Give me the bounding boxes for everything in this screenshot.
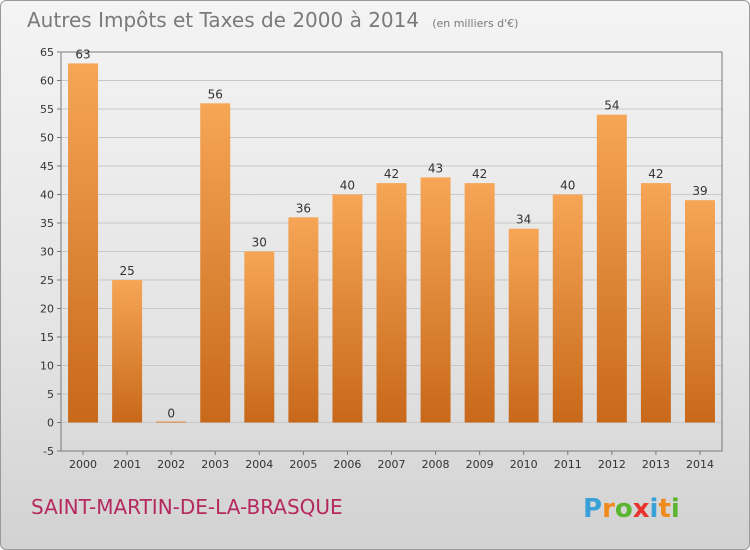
y-tick-label: 40 bbox=[40, 189, 54, 202]
x-tick-label: 2009 bbox=[466, 458, 494, 471]
bar-value-label: 63 bbox=[75, 47, 90, 61]
x-tick-label: 2006 bbox=[333, 458, 361, 471]
y-tick-label: 25 bbox=[40, 274, 54, 287]
y-tick-label: 65 bbox=[40, 46, 54, 59]
commune-name: SAINT-MARTIN-DE-LA-BRASQUE bbox=[31, 495, 343, 519]
bar-2014 bbox=[684, 200, 715, 423]
y-tick-label: 5 bbox=[47, 388, 54, 401]
bar-value-label: 56 bbox=[208, 87, 223, 101]
x-tick-label: 2000 bbox=[69, 458, 97, 471]
logo-letter: o bbox=[615, 494, 633, 524]
bar-2006 bbox=[332, 194, 363, 423]
y-tick-label: 10 bbox=[40, 360, 54, 373]
bar-2007 bbox=[376, 183, 407, 423]
logo-letter: P bbox=[583, 494, 602, 524]
y-tick-label: 0 bbox=[47, 417, 54, 430]
bar-value-label: 0 bbox=[167, 407, 175, 421]
bar-value-label: 34 bbox=[516, 213, 531, 227]
bar-2008 bbox=[420, 177, 451, 423]
logo-letter: i bbox=[671, 494, 680, 524]
bar-2012 bbox=[596, 114, 627, 423]
bars: 63 25 0 56 30 36 40 42 43 42 34 40 54 42 39 bbox=[68, 47, 715, 423]
bar-value-label: 39 bbox=[692, 184, 707, 198]
x-tick-label: 2004 bbox=[245, 458, 273, 471]
x-tick-label: 2003 bbox=[201, 458, 229, 471]
bar-2004 bbox=[244, 251, 275, 423]
x-tick-label: 2013 bbox=[642, 458, 670, 471]
bar-2003 bbox=[200, 103, 231, 423]
bar-value-label: 36 bbox=[296, 201, 311, 215]
bar-value-label: 42 bbox=[384, 167, 399, 181]
logo-letter: x bbox=[633, 494, 650, 524]
x-axis: 2000 2001 2002 2003 2004 2005 2006 2007 2008 2009… bbox=[69, 451, 714, 471]
bar-2005 bbox=[288, 217, 319, 423]
bar-value-label: 42 bbox=[648, 167, 663, 181]
y-tick-label: 15 bbox=[40, 331, 54, 344]
y-tick-label: 35 bbox=[40, 217, 54, 230]
y-tick-label: -5 bbox=[43, 445, 54, 458]
bar-value-label: 40 bbox=[340, 179, 355, 193]
proxiti-logo: Proxiti bbox=[583, 494, 680, 524]
x-tick-label: 2001 bbox=[113, 458, 141, 471]
chart-title-unit: (en milliers d'€) bbox=[432, 17, 518, 30]
chart-title-main: Autres Impôts et Taxes de 2000 à 2014 bbox=[27, 8, 419, 32]
bar-value-label: 25 bbox=[119, 264, 134, 278]
bar-2002 bbox=[156, 421, 187, 423]
chart-title: Autres Impôts et Taxes de 2000 à 2014 (e… bbox=[27, 8, 518, 32]
logo-letter: i bbox=[650, 494, 659, 524]
x-tick-label: 2008 bbox=[422, 458, 450, 471]
bar-value-label: 42 bbox=[472, 167, 487, 181]
y-tick-label: 30 bbox=[40, 246, 54, 259]
logo-letter: t bbox=[658, 494, 670, 524]
bar-value-label: 54 bbox=[604, 99, 619, 113]
y-tick-label: 20 bbox=[40, 303, 54, 316]
bar-2011 bbox=[552, 194, 583, 423]
x-tick-label: 2007 bbox=[378, 458, 406, 471]
x-tick-label: 2002 bbox=[157, 458, 185, 471]
bar-value-label: 43 bbox=[428, 161, 443, 175]
bar-value-label: 40 bbox=[560, 179, 575, 193]
x-tick-label: 2005 bbox=[289, 458, 317, 471]
bar-value-label: 30 bbox=[252, 236, 267, 250]
bar-2001 bbox=[112, 280, 143, 423]
x-tick-label: 2010 bbox=[510, 458, 538, 471]
logo-letter: r bbox=[602, 494, 615, 524]
y-tick-label: 45 bbox=[40, 160, 54, 173]
y-tick-label: 55 bbox=[40, 103, 54, 116]
bar-2009 bbox=[464, 183, 495, 423]
x-tick-label: 2014 bbox=[686, 458, 714, 471]
bar-2000 bbox=[68, 63, 99, 423]
bar-2010 bbox=[508, 228, 539, 423]
x-tick-label: 2011 bbox=[554, 458, 582, 471]
bar-2013 bbox=[640, 183, 671, 423]
x-tick-label: 2012 bbox=[598, 458, 626, 471]
y-axis: -5 0 5 10 15 20 25 30 35 40 45 50 55 60 65 bbox=[40, 46, 61, 458]
y-tick-label: 50 bbox=[40, 132, 54, 145]
y-tick-label: 60 bbox=[40, 75, 54, 88]
